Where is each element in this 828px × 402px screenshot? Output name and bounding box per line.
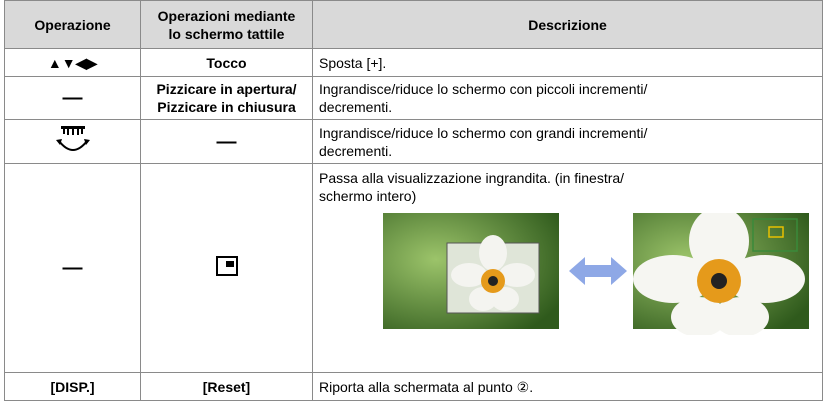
text-line: Pizzicare in apertura/ (156, 81, 297, 97)
row: [DISP.] [Reset] Riporta alla schermata a… (4, 372, 823, 401)
cell: Ingrandisce/riduce lo schermo con piccol… (312, 76, 823, 120)
cell: Pizzicare in apertura/Pizzicare in chius… (140, 76, 313, 120)
cell: [DISP.] (4, 372, 141, 401)
cell: Ingrandisce/riduce lo schermo con grandi… (312, 119, 823, 164)
text-line: Ingrandisce/riduce lo schermo con grandi… (319, 124, 648, 141)
text-line: Operazioni mediante (157, 7, 296, 24)
illustration (383, 213, 809, 335)
header-cell: Operazione (4, 0, 141, 49)
cell: [Reset] (140, 372, 313, 401)
cell: — (140, 119, 313, 164)
cell (140, 163, 313, 373)
cell: Sposta [+]. (312, 48, 823, 77)
cell: Riporta alla schermata al punto ②. (312, 372, 823, 401)
header-cell: Operazioni mediante lo schermo tattile (140, 0, 313, 49)
row: — Passa alla visualizzazione ingrandita.… (4, 163, 823, 373)
cell (4, 119, 141, 164)
cell: Passa alla visualizzazione ingrandita. (… (312, 163, 823, 373)
cell: — (4, 76, 141, 120)
table: Operazione Operazioni mediante lo schermo… (4, 0, 823, 401)
cell: Tocco (140, 48, 313, 77)
header-row: Operazione Operazioni mediante lo schermo… (4, 0, 823, 49)
header-cell: Descrizione (312, 0, 823, 49)
text-line: decrementi. (319, 142, 393, 159)
text-line: decrementi. (319, 99, 393, 115)
dial-icon (55, 125, 90, 151)
cell: — (4, 163, 141, 373)
text-line: Ingrandisce/riduce lo schermo con piccol… (319, 81, 648, 97)
row: — Pizzicare in apertura/Pizzicare in chi… (4, 76, 823, 120)
row: — Ingrandisce/riduce lo schermo con gran… (4, 119, 823, 164)
text-line: Pizzicare in chiusura (157, 99, 296, 115)
text-line: lo schermo tattile (168, 25, 285, 42)
window-icon (215, 256, 238, 276)
text-line: Passa alla visualizzazione ingrandita. (… (319, 170, 625, 186)
row: ▲▼◀▶ Tocco Sposta [+]. (4, 48, 823, 77)
text-line: schermo intero) (319, 188, 417, 204)
cell: ▲▼◀▶ (4, 48, 141, 77)
